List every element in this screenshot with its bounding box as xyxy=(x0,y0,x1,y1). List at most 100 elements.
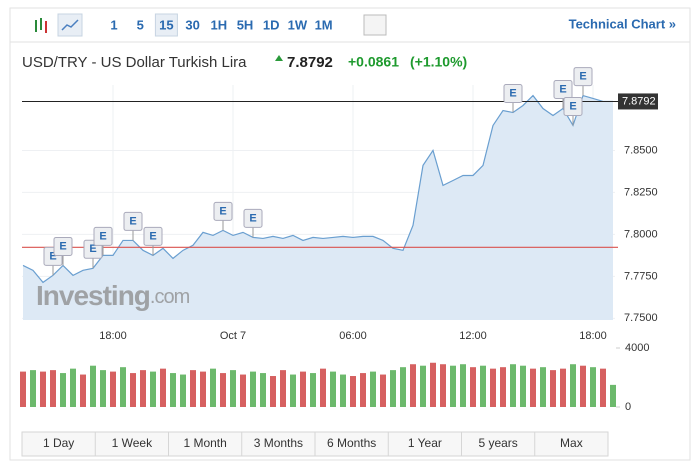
volume-bar xyxy=(500,367,506,407)
volume-bar xyxy=(350,376,356,407)
event-label[interactable]: E xyxy=(569,100,576,112)
y-tick-label: 7.8250 xyxy=(624,186,658,198)
x-tick-label: 12:00 xyxy=(459,330,487,342)
event-label[interactable]: E xyxy=(579,70,586,82)
change: +0.0861 xyxy=(348,54,399,70)
technical-chart-link[interactable]: Technical Chart » xyxy=(569,16,676,31)
range-button[interactable]: 1 Week xyxy=(112,436,153,450)
volume-bar xyxy=(20,371,26,407)
range-button[interactable]: 1 Month xyxy=(183,436,226,450)
event-label[interactable]: E xyxy=(49,250,56,262)
price: 7.8792 xyxy=(287,54,333,71)
range-button[interactable]: 3 Months xyxy=(254,436,303,450)
price-line xyxy=(22,94,613,284)
settings-icon[interactable] xyxy=(363,14,387,36)
event-label[interactable]: E xyxy=(149,230,156,242)
volume-bar xyxy=(260,373,266,407)
interval-button[interactable]: 30 xyxy=(185,17,199,32)
volume-bar xyxy=(590,367,596,407)
volume-bar xyxy=(530,368,536,407)
range-button[interactable]: 1 Year xyxy=(408,436,442,450)
event-label[interactable]: E xyxy=(249,212,256,224)
volume-bar xyxy=(440,364,446,407)
volume-bar xyxy=(470,367,476,407)
candle-icon[interactable] xyxy=(35,18,47,33)
event-label[interactable]: E xyxy=(559,83,566,95)
volume-tick-label: 4000 xyxy=(625,342,649,354)
volume-tick-label: 0 xyxy=(625,401,631,413)
volume-bar xyxy=(170,373,176,407)
volume-bar xyxy=(320,368,326,407)
event-label[interactable]: E xyxy=(59,240,66,252)
volume-bar xyxy=(70,368,76,407)
volume-bar xyxy=(90,365,96,407)
volume-bar xyxy=(450,365,456,407)
event-label[interactable]: E xyxy=(509,87,516,99)
y-tick-label: 7.8500 xyxy=(624,144,658,156)
interval-button[interactable]: 1M xyxy=(315,17,333,32)
volume-bar xyxy=(190,370,196,407)
volume-bar xyxy=(330,371,336,407)
volume-bar xyxy=(430,362,436,407)
volume-bar xyxy=(100,370,106,407)
range-button[interactable]: 6 Months xyxy=(327,436,376,450)
interval-button[interactable]: 1 xyxy=(110,17,117,32)
event-label[interactable]: E xyxy=(129,215,136,227)
volume-bar xyxy=(80,374,86,407)
interval-selected xyxy=(154,13,178,37)
event-label[interactable]: E xyxy=(89,243,96,255)
interval-button[interactable]: 15 xyxy=(159,17,173,32)
volume-bar xyxy=(240,374,246,407)
volume-bar xyxy=(420,365,426,407)
event-label[interactable]: E xyxy=(99,230,106,242)
event-marker xyxy=(123,211,143,231)
event-marker xyxy=(93,226,113,246)
event-label[interactable]: E xyxy=(219,205,226,217)
y-tick-label: 7.8000 xyxy=(624,228,658,240)
volume-bar xyxy=(210,368,216,407)
volume-bar xyxy=(400,367,406,407)
price-area xyxy=(23,95,613,320)
watermark: Investing.com xyxy=(36,280,190,311)
volume-bar xyxy=(120,367,126,407)
line-icon-glyph xyxy=(61,19,79,31)
event-marker xyxy=(243,208,263,228)
volume-bar xyxy=(310,373,316,407)
volume-bar xyxy=(610,384,616,407)
interval-button[interactable]: 1W xyxy=(288,17,308,32)
volume-bar xyxy=(390,370,396,407)
range-button[interactable]: Max xyxy=(560,436,583,450)
volume-bar xyxy=(200,371,206,407)
event-marker xyxy=(563,96,583,116)
interval-button[interactable]: 1D xyxy=(263,17,280,32)
last-price-box xyxy=(618,93,658,110)
volume-bar xyxy=(480,365,486,407)
interval-button[interactable]: 1H xyxy=(210,17,227,32)
range-button[interactable]: 5 years xyxy=(478,436,517,450)
change-percent: (+1.10%) xyxy=(410,54,467,70)
volume-bar xyxy=(140,370,146,407)
event-marker xyxy=(143,226,163,246)
event-marker xyxy=(573,67,593,87)
volume-bar xyxy=(110,371,116,407)
event-marker xyxy=(213,201,233,221)
volume-bar xyxy=(180,374,186,407)
volume-bar xyxy=(340,374,346,407)
volume-bar xyxy=(370,371,376,407)
volume-bar xyxy=(130,373,136,407)
event-marker xyxy=(503,84,523,104)
volume-bar xyxy=(380,374,386,407)
volume-bar xyxy=(280,370,286,407)
interval-button[interactable]: 5H xyxy=(237,17,254,32)
volume-bar xyxy=(40,371,46,407)
volume-bar xyxy=(230,370,236,407)
volume-bar xyxy=(30,370,36,407)
interval-button[interactable]: 5 xyxy=(137,17,144,32)
volume-bar xyxy=(460,364,466,407)
instrument-title: USD/TRY - US Dollar Turkish Lira xyxy=(22,54,247,71)
event-marker xyxy=(53,236,73,256)
line-icon[interactable] xyxy=(57,13,83,37)
last-price-label: 7.8792 xyxy=(622,95,656,107)
range-button[interactable]: 1 Day xyxy=(43,436,74,450)
